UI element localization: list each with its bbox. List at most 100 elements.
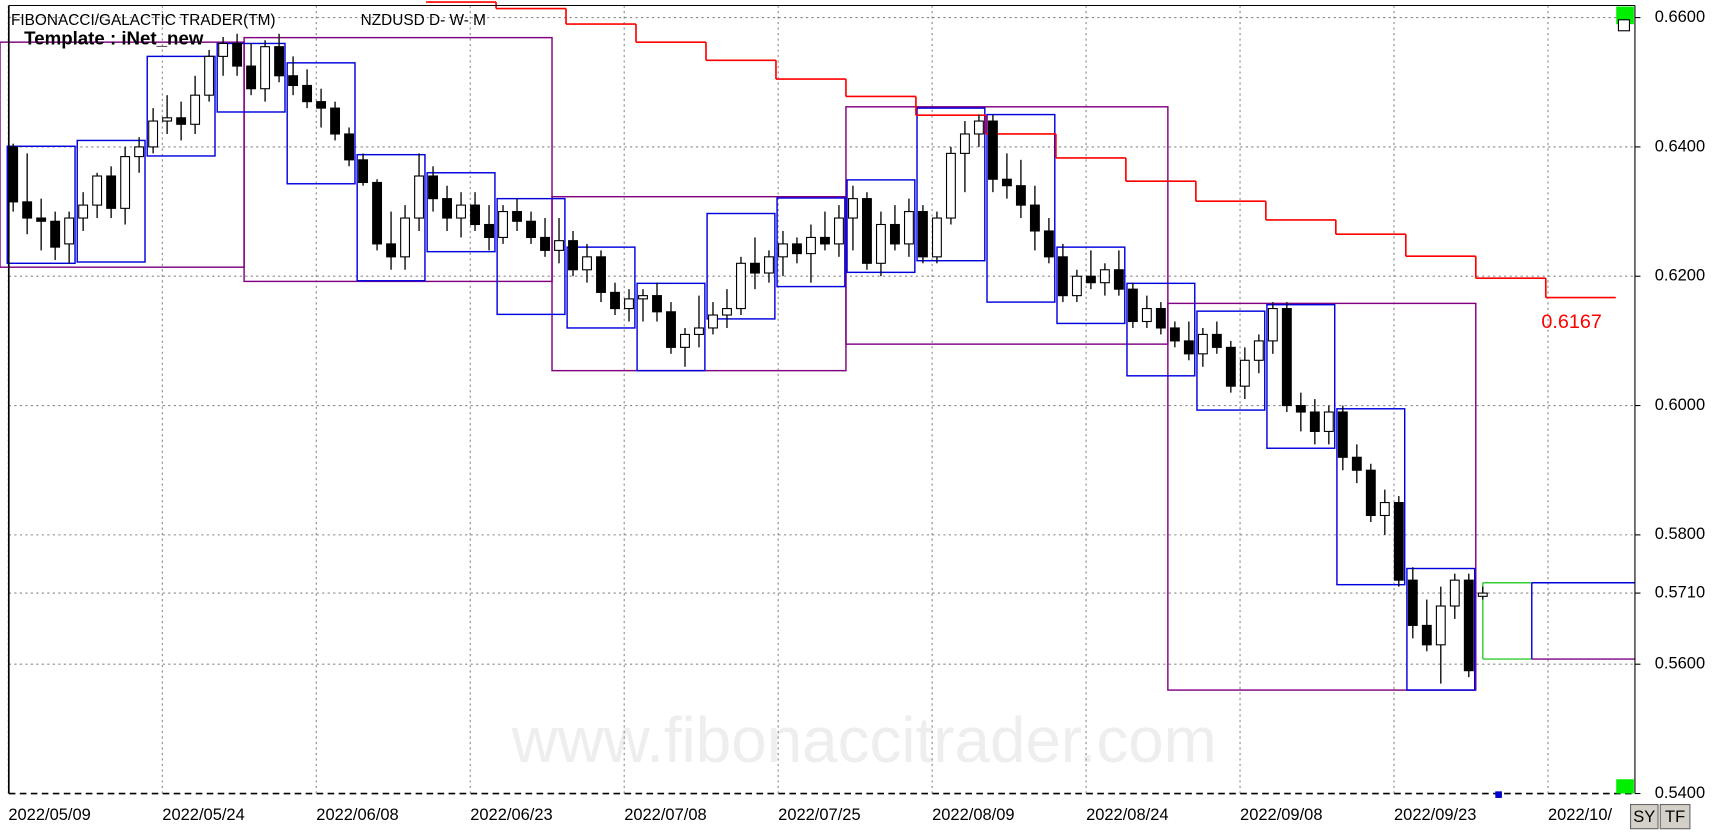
candle-body — [148, 120, 159, 148]
candle-body — [344, 133, 355, 161]
candle-body — [288, 75, 299, 87]
weekly-box — [1266, 303, 1336, 449]
candle-body — [92, 175, 103, 206]
candle-body — [582, 256, 592, 271]
candle-body — [764, 256, 774, 274]
candle-body — [1379, 502, 1390, 517]
candle-body — [1225, 346, 1236, 387]
x-tick-label: 2022/06/08 — [316, 806, 398, 824]
weekly-box — [426, 172, 496, 253]
weekly-box — [356, 153, 426, 282]
candle-body — [64, 217, 75, 245]
platform-title: FIBONACCI/GALACTIC TRADER(TM) — [11, 12, 276, 29]
x-tick-label: 2022/09/08 — [1240, 806, 1322, 824]
candle-body — [1449, 579, 1460, 607]
weekly-box — [986, 113, 1056, 303]
candle-body — [722, 308, 732, 316]
candle-body — [931, 217, 942, 258]
weekly-box — [146, 55, 216, 157]
x-tick-label: 2022/06/23 — [470, 806, 552, 824]
symbol-label: NZDUSD D- W- M — [361, 12, 486, 29]
candle-body — [260, 46, 271, 90]
candle-body — [78, 204, 89, 219]
candle-body — [1295, 405, 1306, 413]
candle-body — [1253, 340, 1264, 361]
candle-body — [1211, 333, 1222, 348]
candle-body — [400, 217, 411, 258]
x-tick-label: 2022/08/24 — [1086, 806, 1168, 824]
candle-body — [638, 295, 648, 300]
candle-body — [1085, 275, 1096, 284]
candle-body — [134, 146, 145, 158]
candle-body — [1365, 469, 1376, 517]
weekly-box — [1056, 246, 1126, 325]
candle-body — [232, 42, 243, 67]
candle-body — [1477, 592, 1488, 597]
candle-body — [610, 291, 620, 310]
weekly-box — [496, 197, 566, 316]
sy-button[interactable] — [1629, 803, 1659, 830]
candle-body — [428, 175, 438, 200]
x-tick-label: 2022/07/25 — [778, 806, 860, 824]
candle-body — [512, 211, 522, 222]
y-tick-label: 0.5400 — [1655, 784, 1705, 802]
candle-body — [484, 223, 494, 238]
x-tick-label: 2022/05/24 — [162, 806, 244, 824]
weekly-box — [1196, 310, 1266, 411]
candle-body — [1197, 333, 1208, 355]
x-tick-label: 2022/05/09 — [8, 806, 90, 824]
cursor-marker — [1495, 791, 1502, 798]
candle-body — [820, 236, 830, 245]
candle-body — [1239, 359, 1250, 387]
weekly-box — [776, 197, 846, 288]
plot-area: 0.6167 — [0, 1, 1635, 794]
candle-body — [36, 217, 47, 222]
candle-body — [218, 42, 229, 57]
candle-body — [330, 107, 341, 135]
weekly-box — [6, 145, 76, 265]
candle-body — [106, 175, 117, 209]
candle-body — [190, 94, 201, 125]
weekly-box — [916, 107, 986, 262]
candle-body — [987, 120, 998, 180]
candle-body — [708, 314, 718, 329]
candle-body — [1113, 269, 1124, 290]
monthly-box — [845, 106, 1169, 345]
tf-button[interactable] — [1659, 803, 1691, 830]
x-tick-label: 2022/07/08 — [624, 806, 706, 824]
candle-body — [750, 262, 760, 274]
candle-body — [1029, 204, 1040, 232]
candle-body — [1281, 308, 1292, 407]
candle-body — [1169, 327, 1180, 342]
window-icon[interactable] — [1617, 19, 1630, 32]
candle-body — [414, 175, 425, 219]
weekly-box — [636, 282, 706, 372]
candle-body — [1099, 269, 1110, 284]
x-tick-label: 2022/10/ — [1548, 806, 1613, 824]
monthly-box — [1167, 302, 1477, 691]
candle-body — [1001, 178, 1012, 187]
candle-body — [1463, 579, 1474, 672]
candle-body — [1183, 340, 1194, 355]
candle-body — [540, 236, 550, 251]
candle-body — [554, 240, 564, 251]
y-tick-label: 0.6600 — [1655, 8, 1705, 26]
candle-body — [386, 243, 397, 258]
y-tick-label: 0.6000 — [1655, 396, 1705, 414]
tf-button-label[interactable]: TF — [1665, 808, 1685, 826]
step-value-label: 0.6167 — [1541, 311, 1601, 333]
sy-button-label[interactable]: SY — [1633, 808, 1655, 826]
weekly-box — [706, 212, 776, 320]
weekly-box — [1126, 282, 1196, 377]
candle-body — [973, 120, 984, 135]
status-square — [1616, 779, 1634, 794]
candle-body — [498, 211, 508, 238]
x-tick-label: 2022/08/09 — [932, 806, 1014, 824]
candle-body — [1351, 456, 1362, 471]
candle-body — [1267, 308, 1278, 342]
y-tick-label: 0.6400 — [1655, 137, 1705, 155]
candle-body — [120, 156, 131, 209]
weekly-box — [566, 246, 636, 329]
candle-body — [736, 262, 746, 310]
